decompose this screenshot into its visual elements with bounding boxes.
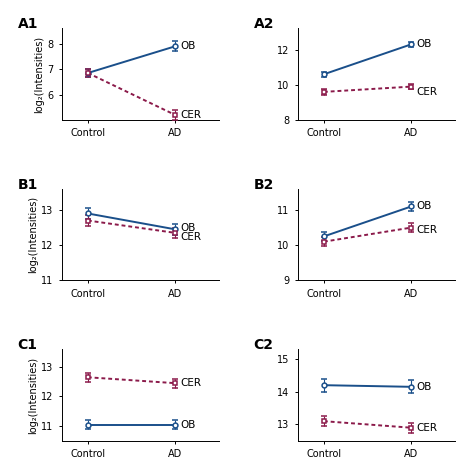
Text: CER: CER xyxy=(181,232,201,242)
Text: C1: C1 xyxy=(18,338,37,352)
Text: OB: OB xyxy=(181,419,196,429)
Text: B1: B1 xyxy=(18,178,38,192)
Text: A2: A2 xyxy=(254,18,274,31)
Text: OB: OB xyxy=(181,223,196,233)
Y-axis label: log₂(Intensities): log₂(Intensities) xyxy=(28,356,38,434)
Text: CER: CER xyxy=(181,110,201,120)
Text: OB: OB xyxy=(417,382,432,392)
Text: CER: CER xyxy=(181,378,201,388)
Text: OB: OB xyxy=(181,41,196,51)
Y-axis label: log₂(Intensities): log₂(Intensities) xyxy=(28,196,38,273)
Text: CER: CER xyxy=(417,87,438,97)
Text: CER: CER xyxy=(417,423,438,433)
Text: OB: OB xyxy=(417,39,432,49)
Text: OB: OB xyxy=(417,201,432,211)
Text: B2: B2 xyxy=(254,178,274,192)
Y-axis label: log₂(Intensities): log₂(Intensities) xyxy=(34,36,44,113)
Text: A1: A1 xyxy=(18,18,38,31)
Text: CER: CER xyxy=(417,226,438,236)
Text: C2: C2 xyxy=(254,338,273,352)
